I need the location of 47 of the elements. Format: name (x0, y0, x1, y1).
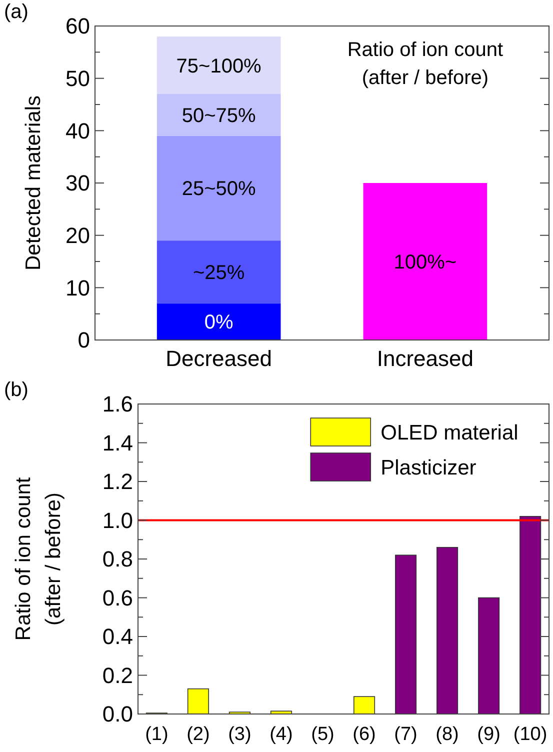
x-tick-label: (6) (352, 724, 376, 745)
x-tick-label: (10) (513, 724, 548, 745)
series-label: 75~100% (176, 55, 262, 78)
bar (353, 696, 376, 714)
series-label: 100%~ (394, 252, 457, 274)
y-tick-label: 20 (66, 223, 90, 248)
y-axis-title: Ratio of ion count (after / before) (12, 477, 65, 641)
series-label: 25~50% (182, 178, 256, 200)
series-label: 50~75% (182, 104, 256, 127)
y-tick-label: 1.0 (102, 508, 133, 533)
y-tick-label: 1.6 (102, 392, 133, 417)
bar (436, 546, 458, 714)
y-tick-label: 30 (66, 170, 90, 196)
x-tick-label: (7) (394, 724, 418, 745)
x-tick-label: (8) (436, 724, 459, 745)
y-tick-label: 0.6 (102, 585, 133, 610)
bar (187, 688, 209, 714)
y-tick-label: 0.2 (102, 662, 133, 688)
y-tick-label: 1.4 (102, 430, 133, 456)
y-tick-label: 0.4 (102, 624, 133, 650)
chart-title: (a) (4, 1, 28, 23)
series-label: 0% (204, 312, 234, 334)
y-tick-label: 10 (66, 275, 90, 300)
y-tick-label: 40 (66, 118, 90, 144)
legend-label: Plasticizer (380, 456, 476, 480)
y-tick-label: 0.8 (102, 546, 133, 572)
bar (478, 597, 500, 714)
y-tick-label: 1.2 (102, 469, 133, 494)
x-tick-label: (2) (186, 724, 210, 745)
x-tick-label: (9) (477, 724, 500, 745)
y-tick-label: 0.0 (102, 702, 133, 727)
y-tick-label: 60 (66, 14, 90, 39)
y-axis-title: Detected materials (22, 95, 45, 271)
y-tick-label: 50 (66, 66, 90, 92)
x-tick-label: Decreased (166, 346, 272, 371)
x-tick-label: Increased (376, 346, 474, 371)
x-tick-label: (3) (228, 724, 252, 745)
y-tick-label: 0 (78, 328, 90, 353)
annotation: Ratio of ion count (after / before) (347, 39, 504, 89)
x-tick-label: (5) (311, 724, 334, 745)
chart-title: (b) (4, 379, 28, 401)
series-label: ~25% (192, 262, 245, 284)
legend-label: OLED material (380, 421, 518, 444)
x-tick-label: (4) (270, 724, 293, 745)
bar (394, 554, 417, 714)
bar (520, 516, 542, 714)
x-tick-label: (1) (145, 724, 168, 745)
